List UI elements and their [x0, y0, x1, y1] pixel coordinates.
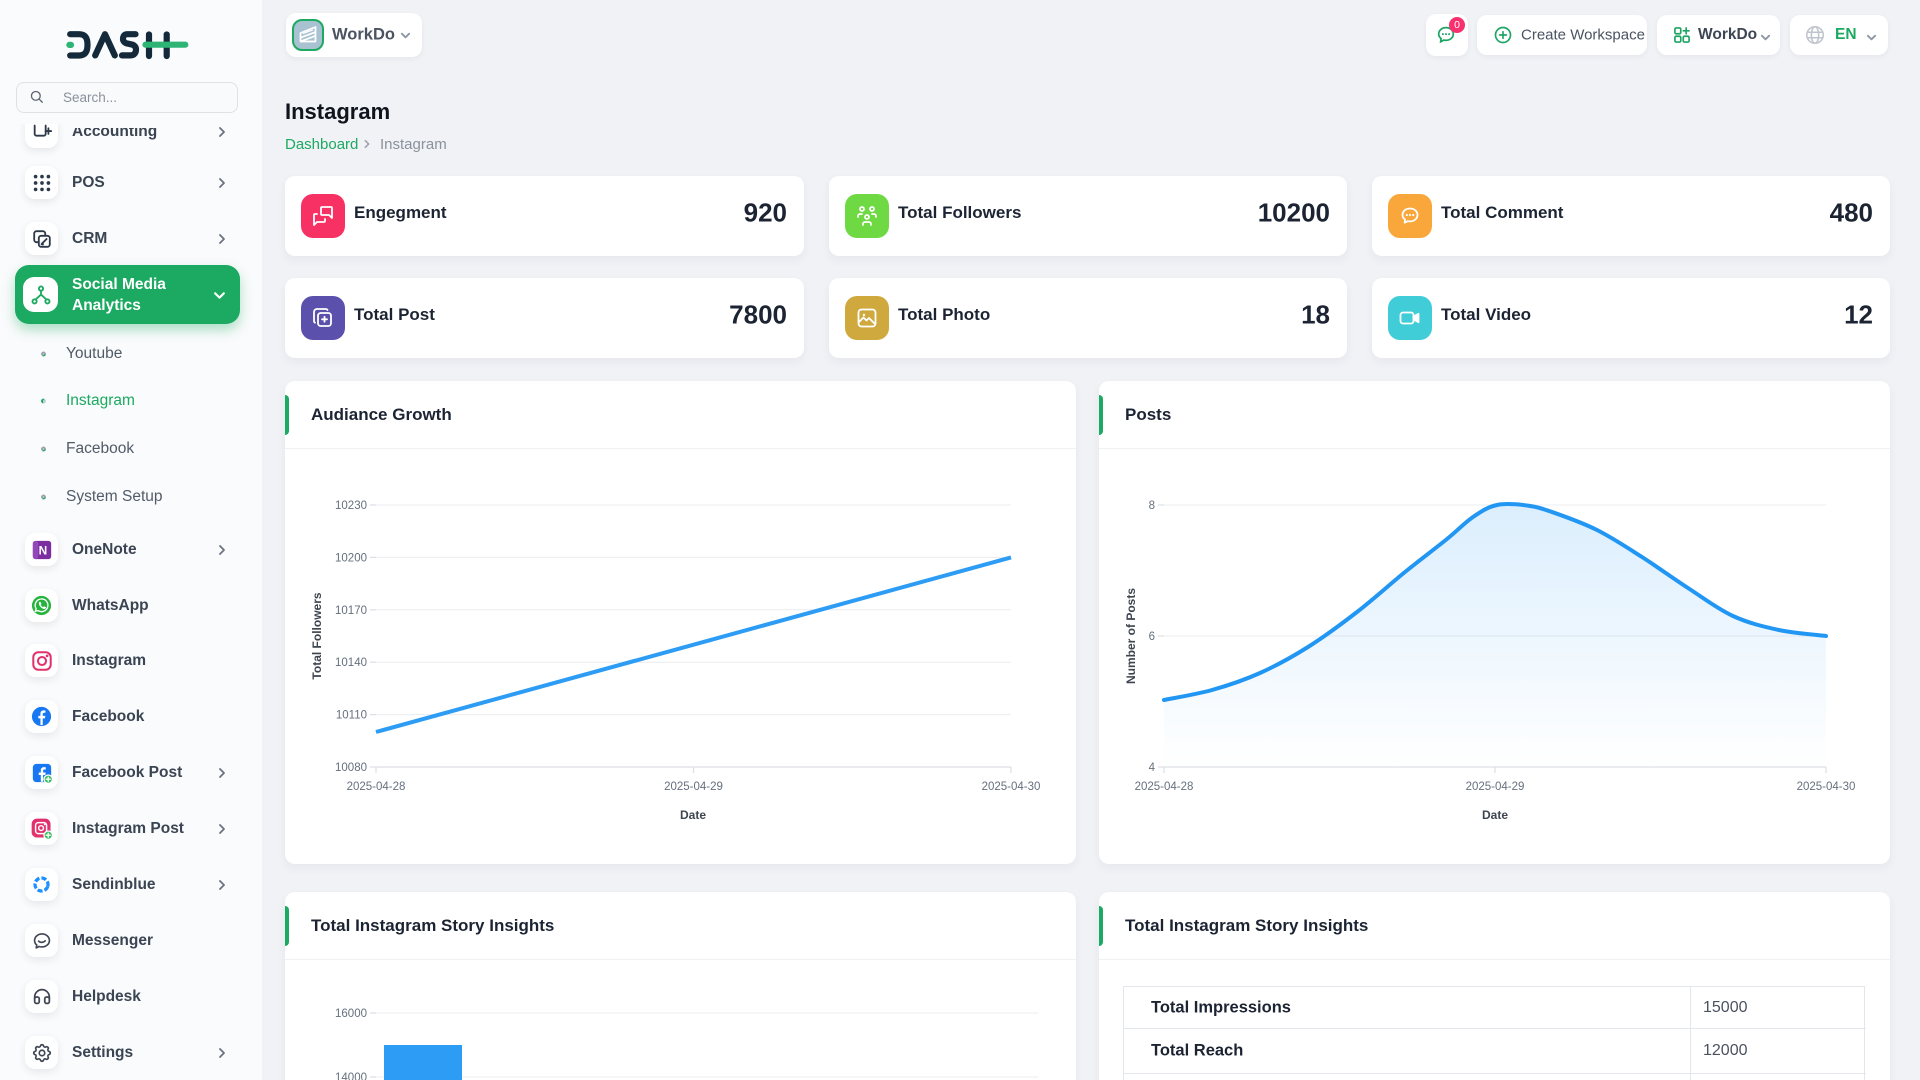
svg-text:10170: 10170 [335, 605, 367, 617]
svg-text:Number of Posts: Number of Posts [1124, 588, 1138, 684]
svg-text:10140: 10140 [335, 657, 367, 669]
svg-text:14000: 14000 [335, 1072, 367, 1080]
svg-text:2025-04-28: 2025-04-28 [347, 781, 406, 793]
svg-text:16000: 16000 [335, 1008, 367, 1020]
svg-text:2025-04-28: 2025-04-28 [1135, 781, 1194, 793]
svg-text:10080: 10080 [335, 762, 367, 774]
svg-text:6: 6 [1149, 631, 1155, 643]
svg-text:10230: 10230 [335, 500, 367, 512]
svg-text:2025-04-29: 2025-04-29 [664, 781, 723, 793]
svg-text:10200: 10200 [335, 552, 367, 564]
svg-text:Date: Date [1482, 808, 1508, 822]
svg-text:2025-04-29: 2025-04-29 [1466, 781, 1525, 793]
svg-text:8: 8 [1149, 500, 1155, 512]
svg-text:2025-04-30: 2025-04-30 [1797, 781, 1856, 793]
svg-text:10110: 10110 [336, 710, 367, 722]
svg-text:Date: Date [680, 808, 706, 822]
svg-text:2025-04-30: 2025-04-30 [982, 781, 1041, 793]
svg-text:4: 4 [1149, 762, 1156, 774]
svg-text:N: N [38, 543, 47, 557]
svg-text:Total Followers: Total Followers [310, 592, 324, 679]
